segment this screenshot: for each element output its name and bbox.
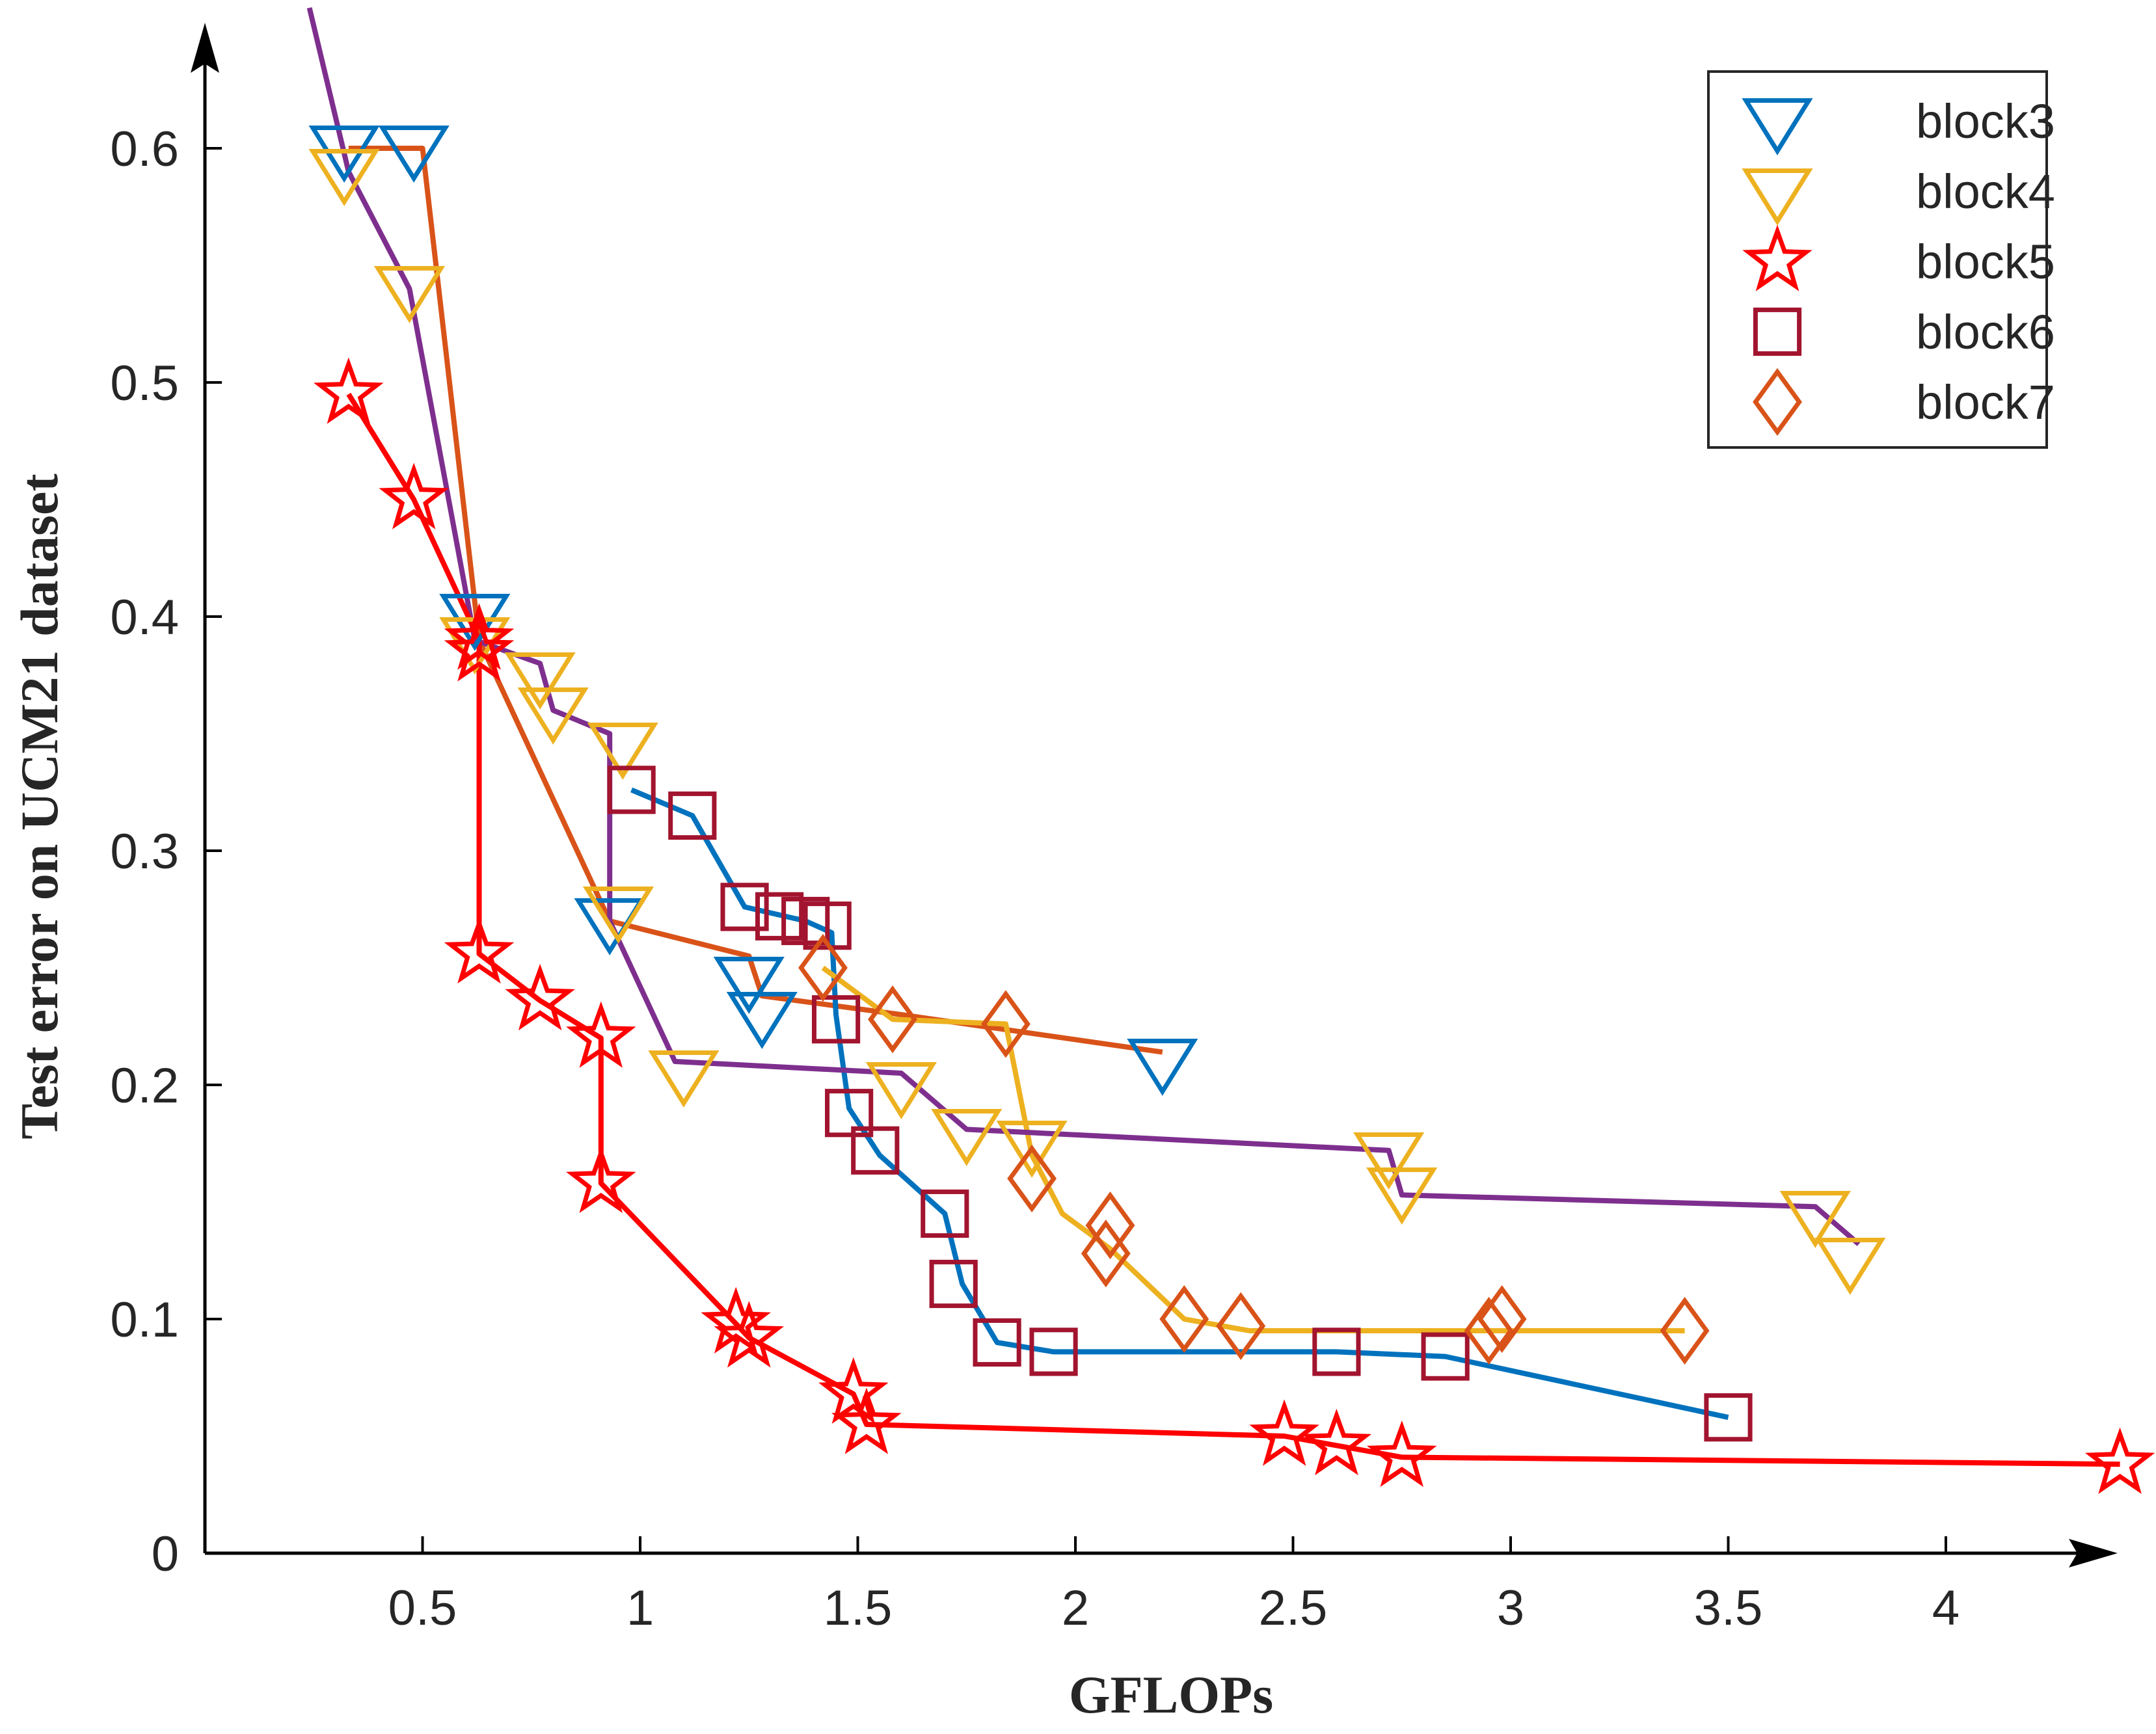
point-block4 [1779,1191,1851,1248]
point-block5 [444,916,515,984]
point-block3 [726,992,798,1049]
x-tick-label: 0.5 [388,1581,457,1636]
point-block7 [1216,1292,1266,1360]
point-block4 [582,887,654,944]
point-block7 [798,933,848,1002]
point-block6 [811,995,861,1044]
point-block5 [701,1287,771,1354]
point-block3 [1127,1039,1198,1096]
point-block5 [714,1301,785,1368]
point-block6 [851,1126,900,1175]
legend-marker-block6 [1753,307,1802,356]
x-tick-label: 1.5 [824,1581,893,1636]
x-tick-label: 1 [627,1581,654,1636]
legend-marker-block5 [1742,224,1812,291]
y-tick-label: 0.3 [110,824,179,879]
point-block7 [1081,1220,1131,1288]
point-block5 [505,963,575,1031]
point-block6 [825,1089,874,1138]
x-tick-label: 2.5 [1259,1581,1328,1636]
point-block7 [1464,1296,1514,1365]
point-block4 [931,1109,1003,1166]
point-block3 [713,957,785,1014]
legend-marker-block4 [1742,168,1813,226]
point-block5 [566,1146,636,1213]
point-block6 [755,892,804,940]
point-block7 [1159,1285,1209,1354]
series-line-pareto [306,7,1861,1246]
x-axis-title: GFLOPs [1069,1665,1273,1724]
point-block5 [818,1357,889,1424]
y-tick-label: 0.2 [110,1058,179,1114]
point-block4 [1366,1167,1438,1225]
point-block6 [668,791,717,840]
point-block6 [973,1318,1021,1367]
point-block4 [587,723,658,780]
point-block7 [1477,1285,1527,1354]
point-block5 [566,1001,636,1068]
legend-label-block3: block3 [1916,94,2055,148]
point-block7 [1007,1144,1057,1213]
point-block4 [1353,1132,1425,1190]
y-axis-title: Test error on UCM21 dataset [10,474,69,1139]
legend: block3 block4 block5 block6 block7 [1707,70,2055,449]
point-block6 [1421,1332,1470,1381]
legend-marker-block3 [1742,98,1813,155]
x-tick-label: 2 [1062,1581,1089,1636]
point-block7 [981,990,1031,1058]
legend-label-block7: block7 [1916,375,2055,429]
ticks-layer: 0.5 1 1.5 2 2.5 3 3.5 4 0 0.1 0.2 0.3 0.4 0.5 0.6 [110,122,1960,1636]
point-block6 [929,1259,978,1309]
x-tick-label: 3 [1497,1581,1524,1636]
point-block7 [1660,1296,1710,1365]
point-block5 [444,603,515,670]
axes-layer [191,23,2118,1567]
point-block4 [308,149,380,206]
point-block4 [996,1121,1068,1178]
point-block5 [444,615,515,682]
point-block5 [831,1387,902,1454]
point-block6 [1312,1327,1361,1376]
point-block4 [504,652,576,710]
point-block5 [379,462,449,529]
series-line-block4 [821,965,1685,1333]
point-block5 [1366,1420,1437,1487]
y-tick-label: 0.4 [110,590,179,645]
point-block5 [1301,1408,1372,1476]
point-block4 [648,1050,720,1108]
y-tick-label: 0.1 [110,1292,179,1348]
point-block6 [921,1189,969,1238]
point-block5 [313,357,384,424]
point-block6 [1704,1393,1753,1442]
point-block4 [865,1062,937,1119]
point-block4 [517,687,589,745]
point-block6 [720,883,769,931]
point-block3 [378,126,450,183]
point-block5 [1249,1399,1319,1466]
legend-marker-block7 [1753,367,1802,436]
point-block7 [1085,1191,1135,1260]
point-block7 [868,985,917,1054]
point-block4 [1814,1238,1886,1295]
x-tick-label: 4 [1932,1581,1960,1636]
y-tick-label: 0.6 [110,122,179,177]
point-block5 [2084,1427,2155,1494]
y-tick-label: 0 [152,1527,179,1582]
legend-label-block5: block5 [1916,235,2055,289]
x-axis-arrow [2069,1539,2118,1567]
y-axis-arrow [191,23,219,73]
series-layer [306,7,2155,1494]
point-block6 [607,766,656,814]
legend-label-block6: block6 [1916,305,2055,359]
point-block4 [373,266,446,323]
y-tick-label: 0.5 [110,356,179,411]
point-block6 [1029,1327,1078,1376]
legend-label-block4: block4 [1916,165,2055,219]
x-tick-label: 3.5 [1694,1581,1763,1636]
